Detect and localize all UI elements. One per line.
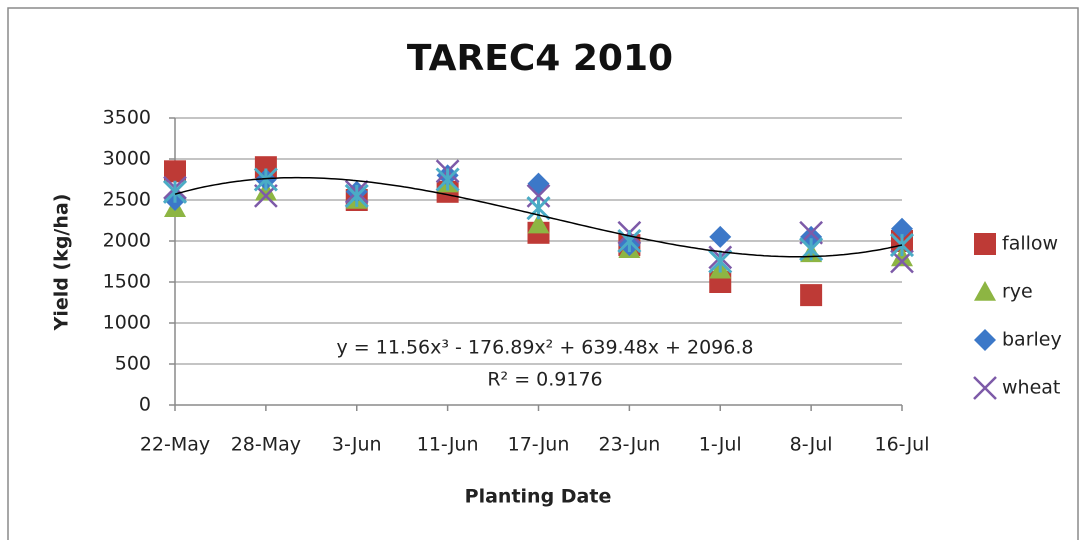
y-tick-label: 0 (139, 394, 151, 416)
point (527, 213, 550, 234)
legend-label: rye (1002, 281, 1033, 303)
point (709, 225, 732, 248)
x-axis-label: Planting Date (465, 486, 612, 508)
point (526, 184, 551, 208)
y-tick-label: 2500 (103, 189, 151, 211)
chart-title: TAREC4 2010 (407, 38, 673, 79)
y-tick-label: 3000 (103, 148, 151, 170)
point (435, 167, 460, 192)
legend-label: fallow (1002, 233, 1058, 255)
y-tick-label: 500 (115, 353, 151, 375)
point (162, 179, 188, 204)
x-tick-label: 22-May (140, 434, 210, 456)
chart-frame (7, 7, 1079, 540)
point (891, 246, 913, 267)
y-axis-label: Yield (kg/ha) (51, 194, 73, 332)
legend-marker (973, 376, 997, 400)
x-tick-label: 3-Jun (332, 434, 382, 456)
trend-r-squared: R² = 0.9176 (487, 369, 602, 391)
point (891, 217, 913, 240)
point (253, 167, 278, 192)
y-tick-label: 1000 (103, 312, 151, 334)
x-tick-label: 16-Jul (874, 434, 929, 456)
point (164, 160, 186, 183)
trend-equation: y = 11.56x³ - 176.89x² + 639.48x + 2096.… (337, 337, 754, 359)
point (344, 183, 369, 208)
x-tick-label: 23-Jun (598, 434, 660, 456)
legend-marker (974, 281, 996, 301)
legend-marker (974, 233, 996, 255)
trendline (174, 176, 903, 258)
x-tick-label: 17-Jun (508, 434, 570, 456)
point (254, 180, 277, 201)
point (708, 249, 733, 274)
x-tick-label: 28-May (231, 434, 301, 456)
legend-marker (974, 329, 996, 351)
y-tick-label: 1500 (103, 271, 151, 293)
x-tick-label: 1-Jul (699, 434, 742, 456)
point (800, 284, 823, 307)
legend-label: wheat (1002, 377, 1060, 399)
x-tick-label: 8-Jul (790, 434, 833, 456)
y-tick-label: 2000 (103, 230, 151, 252)
x-tick-label: 11-Jun (417, 434, 479, 456)
legend-label: barley (1002, 329, 1062, 351)
y-tick-label: 3500 (103, 107, 151, 129)
